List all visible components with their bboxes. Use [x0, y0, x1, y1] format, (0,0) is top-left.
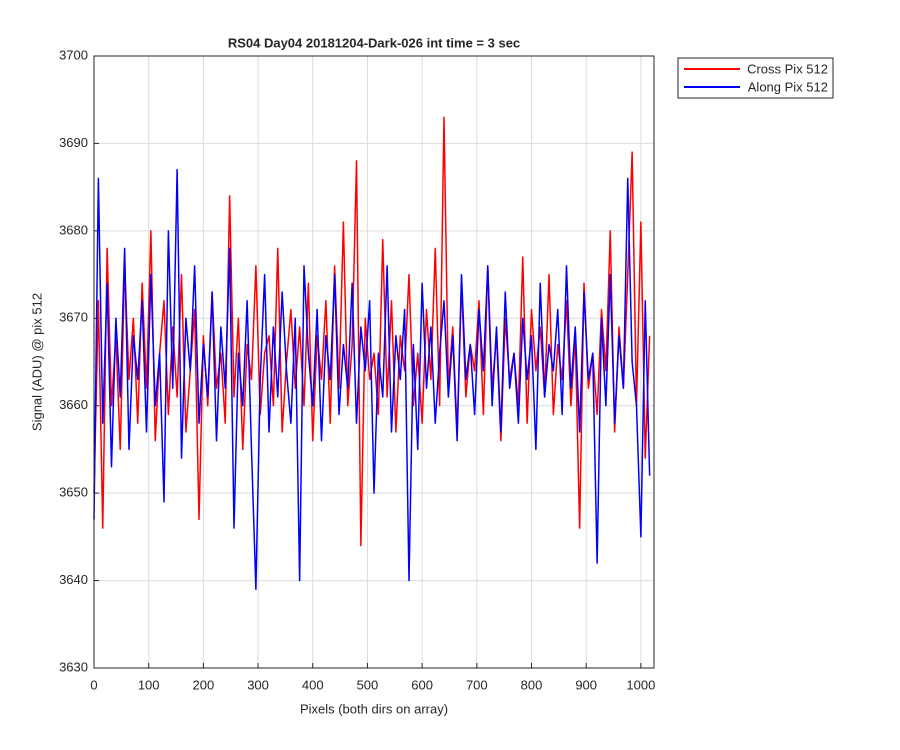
x-tick-label: 900	[575, 677, 597, 692]
y-tick-label: 3640	[59, 572, 88, 587]
x-tick-label: 0	[90, 677, 97, 692]
y-tick-label: 3660	[59, 397, 88, 412]
chart-title: RS04 Day04 20181204-Dark-026 int time = …	[228, 35, 520, 50]
y-tick-label: 3680	[59, 222, 88, 237]
x-tick-label: 800	[521, 677, 543, 692]
x-tick-label: 700	[466, 677, 488, 692]
x-axis-label: Pixels (both dirs on array)	[300, 701, 448, 716]
legend: Cross Pix 512 Along Pix 512	[677, 57, 834, 99]
legend-label: Along Pix 512	[748, 79, 828, 94]
x-tick-label: 300	[247, 677, 269, 692]
x-tick-label: 100	[138, 677, 160, 692]
x-tick-label: 1000	[626, 677, 655, 692]
legend-label: Cross Pix 512	[747, 61, 828, 76]
legend-box	[677, 57, 834, 99]
y-tick-label: 3700	[59, 47, 88, 62]
y-tick-label: 3650	[59, 485, 88, 500]
x-tick-label: 400	[302, 677, 324, 692]
y-tick-label: 3690	[59, 135, 88, 150]
x-tick-label: 500	[357, 677, 379, 692]
x-tick-label: 200	[193, 677, 215, 692]
x-tick-label: 600	[411, 677, 433, 692]
y-axis-label: Signal (ADU) @ pix 512	[29, 293, 44, 431]
y-tick-label: 3630	[59, 659, 88, 674]
axes-box	[93, 55, 655, 669]
y-tick-label: 3670	[59, 310, 88, 325]
series-line	[93, 168, 651, 591]
plot-layer: 3630 3640 3650 3660 3670 3680 3690 3700 0 100 200 3…	[59, 47, 655, 692]
